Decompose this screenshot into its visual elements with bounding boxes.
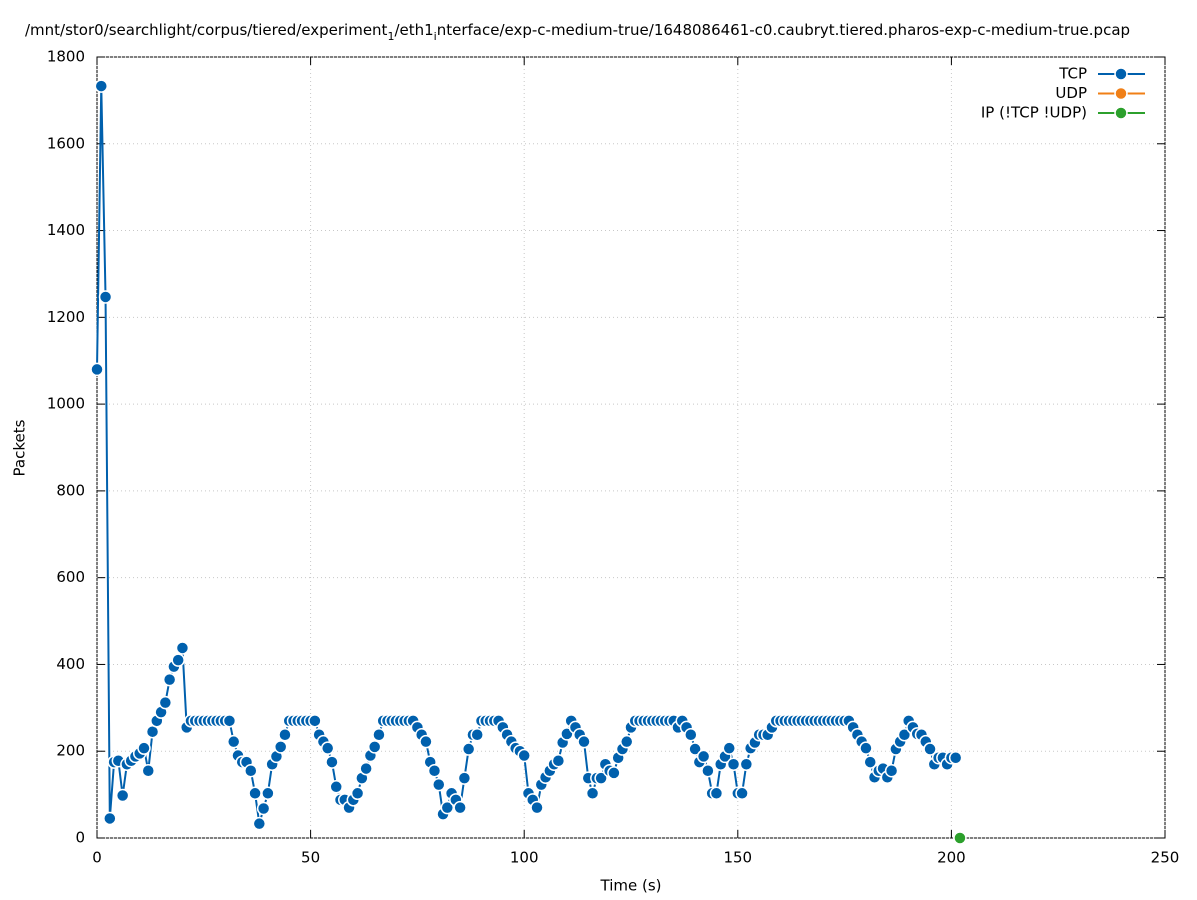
data-point: [325, 755, 339, 769]
x-tick-label: 150: [723, 849, 752, 867]
title-segment: nterface/exp-c-medium-true/1648086461-c0…: [437, 21, 1130, 39]
data-point: [440, 800, 455, 815]
y-tick-label: 200: [56, 742, 85, 760]
y-tick-label: 1200: [47, 308, 85, 326]
data-point: [577, 734, 591, 749]
data-point: [684, 727, 698, 742]
data-point: [551, 754, 566, 768]
legend-label: IP (!TCP !UDP): [981, 104, 1087, 122]
title-segment: /mnt/stor0/searchlight/corpus/tiered/exp…: [25, 21, 388, 39]
data-point: [453, 800, 467, 815]
data-point: [359, 761, 373, 776]
data-point: [923, 742, 937, 756]
data-point: [432, 777, 446, 792]
data-point: [175, 641, 190, 655]
data-point: [252, 816, 267, 831]
title-segment: 1: [387, 30, 394, 43]
data-point: [372, 727, 386, 742]
data-point: [461, 742, 476, 756]
data-point: [585, 786, 600, 801]
data-point: [94, 79, 109, 93]
data-point: [517, 748, 531, 763]
data-point: [735, 786, 749, 801]
data-point: [859, 741, 873, 755]
legend-marker: [1114, 67, 1128, 81]
data-point: [953, 831, 967, 845]
data-point: [709, 786, 724, 801]
data-point: [427, 763, 442, 778]
y-tick-label: 600: [56, 568, 85, 586]
legend-label: UDP: [1055, 84, 1087, 102]
title-segment: /eth1: [394, 21, 433, 39]
y-tick-label: 1600: [47, 134, 85, 152]
data-point: [226, 734, 241, 749]
x-tick-label: 250: [1151, 849, 1180, 867]
data-point: [350, 786, 365, 801]
data-point: [103, 811, 117, 826]
y-tick-label: 1400: [47, 221, 85, 239]
data-point: [367, 740, 382, 754]
plot-frame: [96, 56, 1166, 839]
data-point: [884, 763, 899, 778]
x-tick-label: 50: [301, 849, 320, 867]
x-tick-label: 0: [92, 849, 102, 867]
data-point: [308, 714, 322, 728]
y-tick-label: 1000: [47, 395, 85, 413]
data-point: [594, 771, 608, 785]
data-point: [530, 800, 544, 815]
data-point: [607, 766, 621, 780]
data-point: [162, 672, 177, 687]
data-point: [457, 771, 472, 785]
legend-label: TCP: [1058, 65, 1087, 83]
chart-title: /mnt/stor0/searchlight/corpus/tiered/exp…: [25, 21, 1130, 43]
data-point: [141, 763, 156, 778]
data-point: [701, 763, 715, 778]
data-point: [739, 757, 754, 771]
data-point: [329, 780, 343, 794]
data-point: [248, 786, 262, 801]
x-tick-label: 200: [937, 849, 966, 867]
legend-marker: [1114, 86, 1128, 101]
data-point: [278, 727, 292, 742]
x-tick-label: 100: [510, 849, 539, 867]
data-point: [419, 734, 433, 749]
data-point: [115, 788, 130, 803]
data-point: [158, 695, 173, 710]
data-point: [696, 749, 711, 764]
data-point: [320, 741, 335, 755]
data-point: [948, 750, 963, 765]
data-point: [137, 741, 151, 755]
data-point: [256, 801, 271, 816]
legend-marker: [1114, 106, 1128, 120]
data-point: [722, 741, 737, 755]
data-point: [171, 653, 185, 667]
x-axis-label: Time (s): [600, 877, 662, 895]
data-point: [273, 740, 288, 754]
data-point: [261, 786, 275, 801]
data-point: [619, 734, 634, 749]
data-point: [98, 290, 113, 304]
data-point: [90, 362, 104, 377]
data-point: [470, 727, 484, 742]
data-point: [897, 727, 912, 742]
y-tick-label: 400: [56, 655, 85, 673]
data-point: [726, 757, 741, 771]
y-tick-label: 1800: [47, 48, 85, 66]
data-point: [688, 742, 702, 756]
data-point: [222, 714, 237, 728]
y-tick-label: 0: [75, 829, 85, 847]
data-point: [863, 755, 877, 769]
y-axis-label: Packets: [11, 419, 29, 476]
title-segment: i: [434, 30, 437, 43]
data-point: [244, 763, 258, 778]
y-tick-label: 800: [56, 481, 85, 499]
